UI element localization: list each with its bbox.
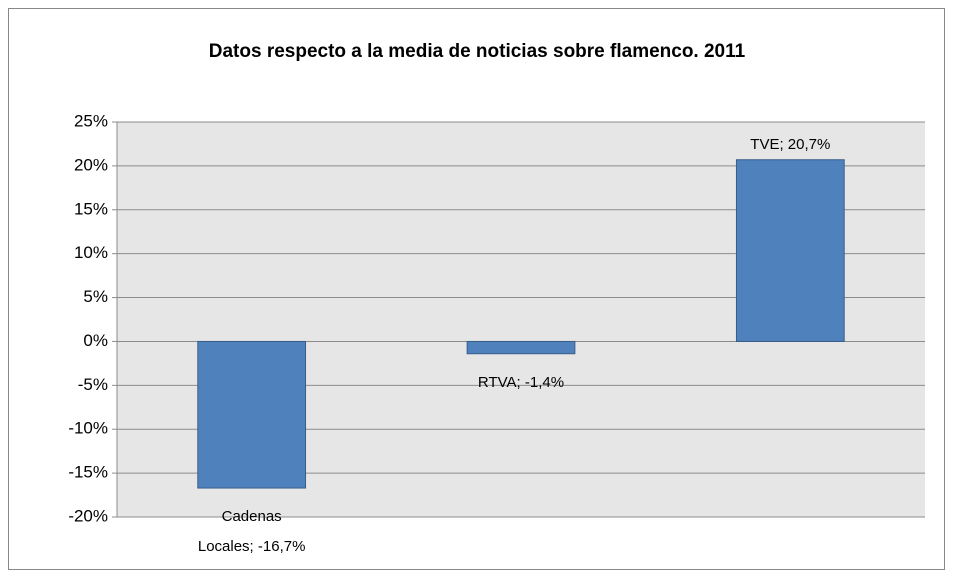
data-label-box: RTVA; -1,4% <box>477 373 565 391</box>
data-label-box: Cadenas Locales; -16,7% <box>197 508 306 556</box>
data-label: TVE; 20,7% <box>750 135 831 153</box>
y-tick-label: -20% <box>68 506 108 525</box>
y-tick-label: 20% <box>74 155 108 174</box>
y-tick-label: -5% <box>78 375 108 394</box>
y-tick-label: 15% <box>74 199 108 218</box>
chart-title: Datos respecto a la media de noticias so… <box>209 41 746 62</box>
y-tick-label: 25% <box>74 111 108 130</box>
y-tick-label: 5% <box>83 287 108 306</box>
bar <box>197 340 307 489</box>
y-tick-label: 0% <box>83 331 108 350</box>
y-tick-label: -15% <box>68 463 108 482</box>
y-tick-label: 10% <box>74 243 108 262</box>
data-label-box: TVE; 20,7% <box>750 135 831 153</box>
data-label: Cadenas Locales; -16,7% <box>197 508 306 556</box>
bar <box>735 159 845 342</box>
y-tick-label: -10% <box>68 419 108 438</box>
data-label: RTVA; -1,4% <box>477 373 565 391</box>
bar <box>466 340 576 355</box>
